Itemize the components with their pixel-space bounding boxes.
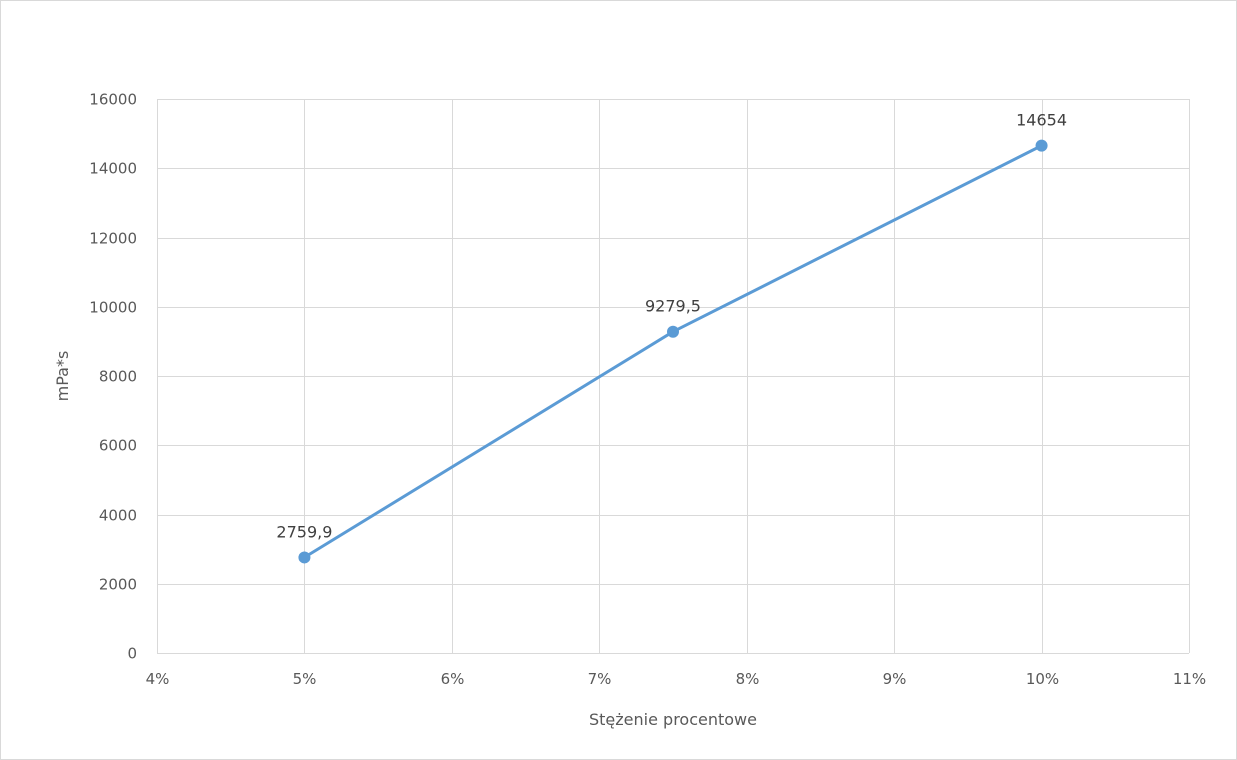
y-tick-label: 16000 [89, 91, 137, 109]
x-tick-label: 6% [441, 670, 465, 688]
x-tick-label: 7% [588, 670, 612, 688]
x-axis-title: Stężenie procentowe [589, 710, 757, 729]
x-tick-label: 5% [293, 670, 317, 688]
x-tick-label: 11% [1173, 670, 1206, 688]
y-tick-label: 0 [127, 645, 137, 663]
data-label: 2759,9 [276, 522, 332, 541]
y-tick-label: 4000 [99, 507, 137, 525]
data-label: 9279,5 [645, 297, 701, 316]
x-tick-label: 10% [1026, 670, 1059, 688]
tick-labels: 0 2000 4000 6000 8000 10000 12000 14000 16000 4% 5… [89, 91, 1206, 689]
series [298, 139, 1048, 564]
y-tick-label: 14000 [89, 160, 137, 178]
y-tick-label: 6000 [99, 437, 137, 455]
y-tick-label: 2000 [99, 576, 137, 594]
data-point [667, 325, 679, 338]
gridlines [157, 99, 1190, 654]
y-tick-label: 10000 [89, 299, 137, 317]
data-label: 14654 [1016, 111, 1067, 130]
data-labels: 2759,9 9279,5 14654 [276, 111, 1067, 542]
x-tick-label: 4% [146, 670, 170, 688]
data-point [298, 551, 311, 564]
y-axis-title: mPa*s [53, 351, 72, 402]
y-tick-label: 8000 [99, 368, 137, 386]
y-tick-label: 12000 [89, 230, 137, 248]
x-tick-label: 9% [883, 670, 907, 688]
series-line [302, 144, 1044, 559]
x-tick-label: 8% [736, 670, 760, 688]
data-point [1035, 139, 1048, 152]
